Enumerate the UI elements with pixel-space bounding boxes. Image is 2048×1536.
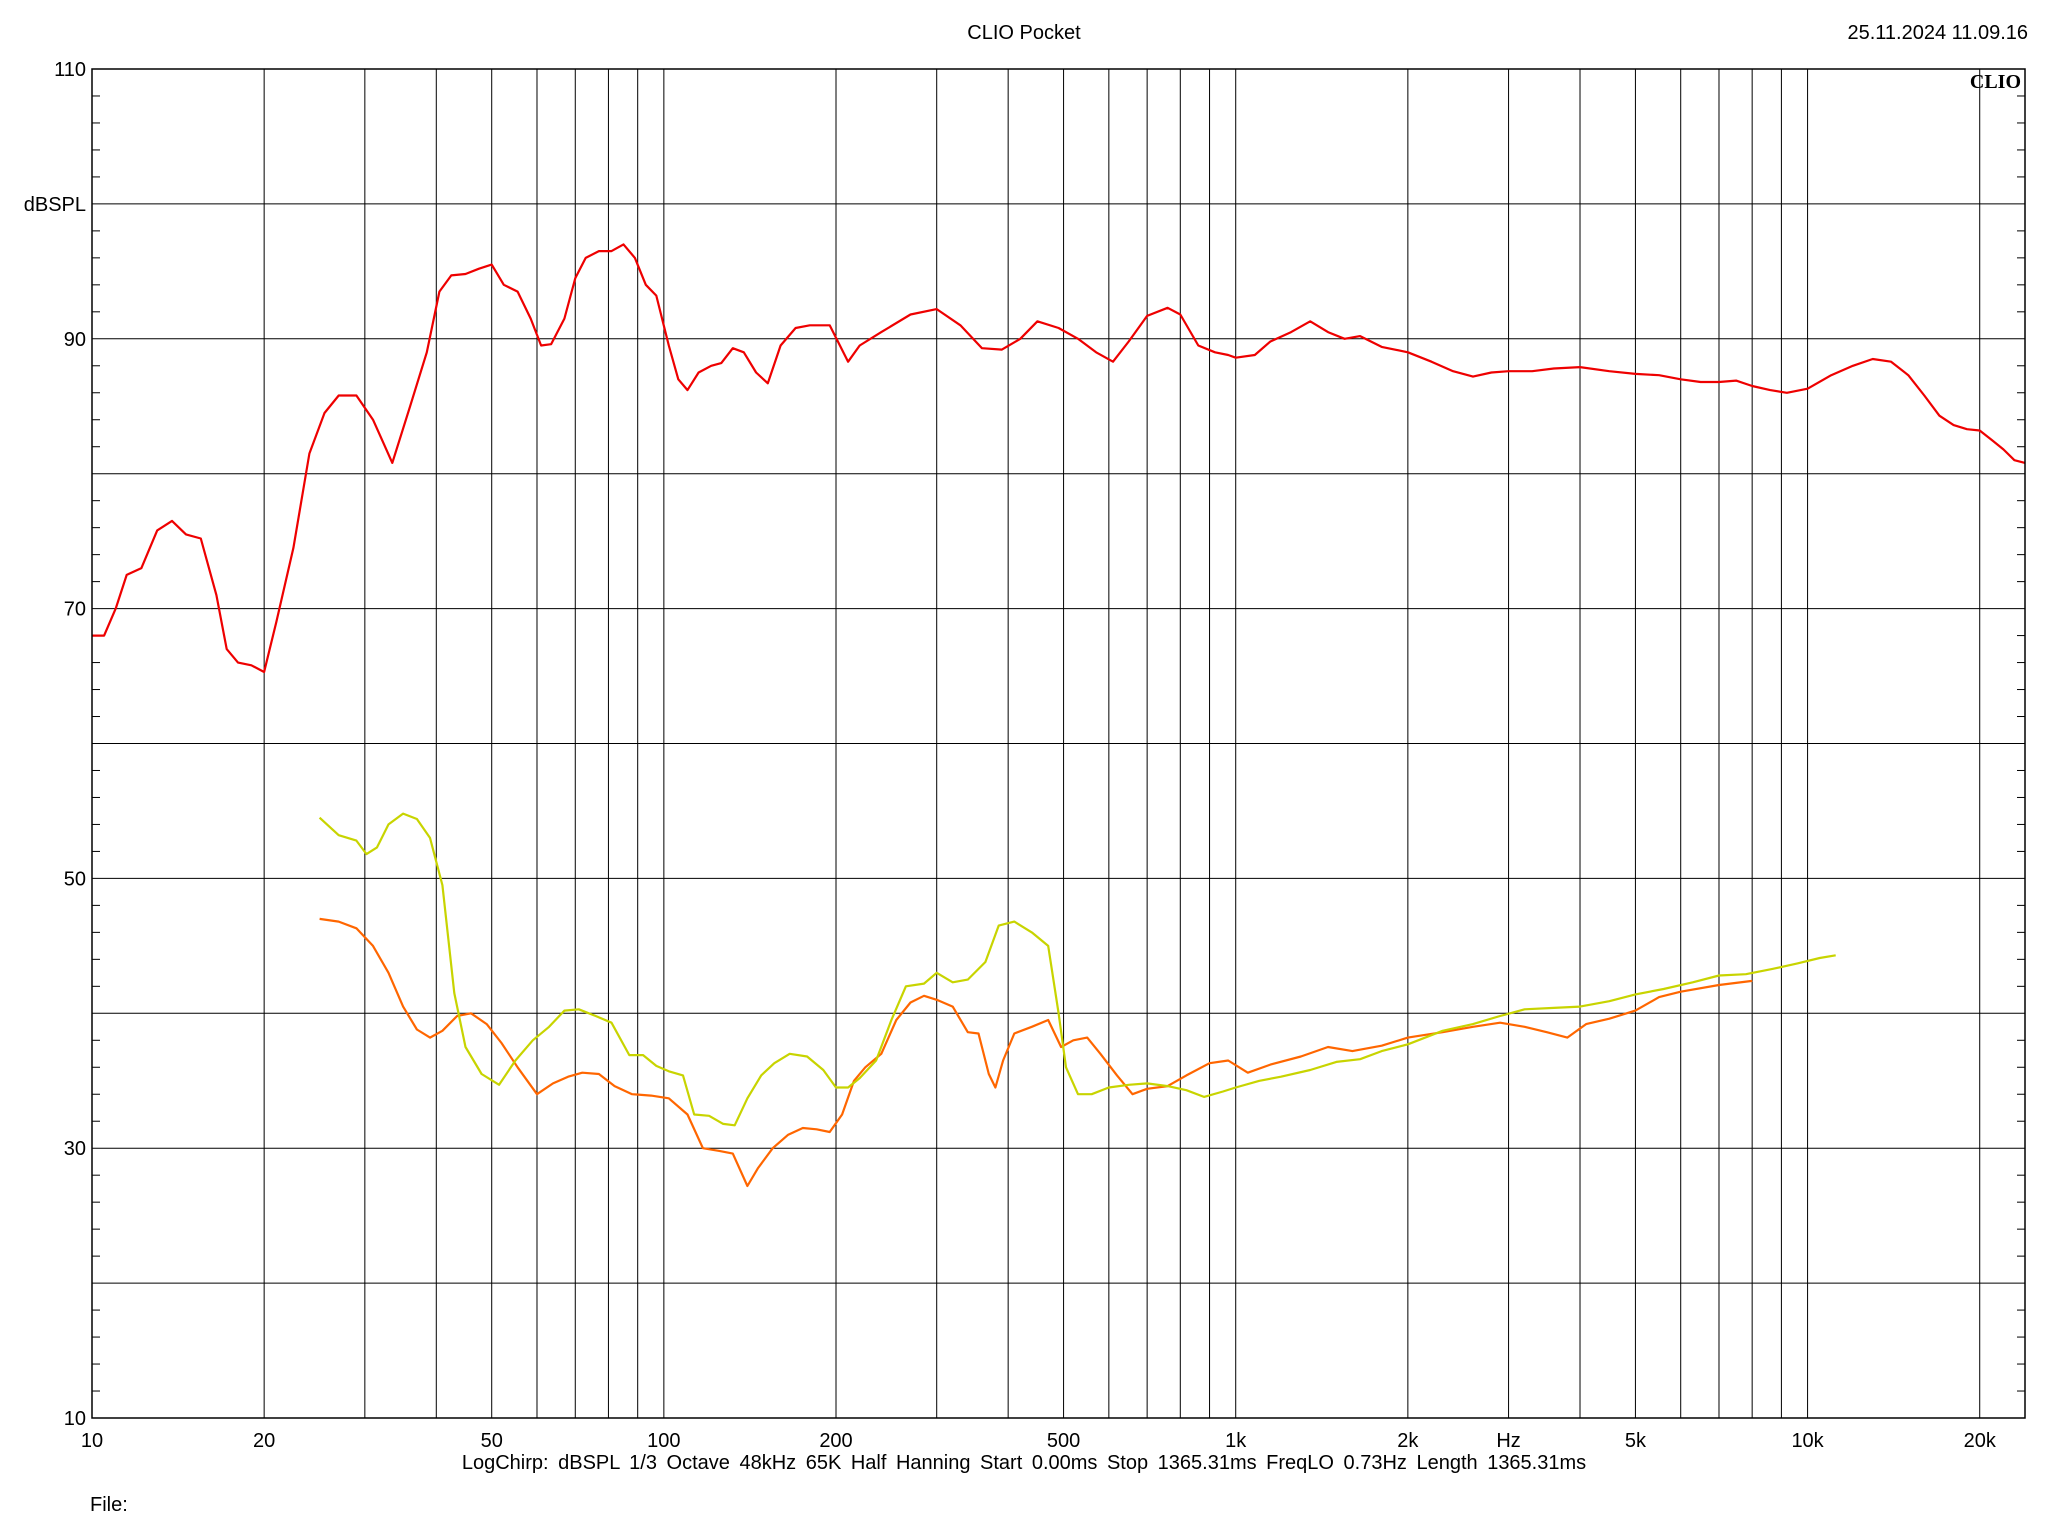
x-tick-label: 100 [647, 1430, 680, 1452]
x-tick-label: 500 [1047, 1430, 1080, 1452]
grid-lines [92, 69, 2025, 1418]
y-axis-label: dBSPL [24, 194, 86, 216]
x-tick-label: 20k [1964, 1430, 1997, 1452]
series-line-1 [92, 243, 2026, 674]
series-line-2 [319, 917, 1753, 1188]
x-tick-labels: 10 20 50 100 200 500 1k 2k 5k 10k 20k [81, 1430, 1997, 1452]
x-tick-label: 5k [1625, 1430, 1647, 1452]
x-tick-label: 200 [819, 1430, 852, 1452]
measurement-settings: LogChirp: dBSPL 1/3 Octave 48kHz 65K Hal… [461, 1452, 1587, 1474]
chart-title: CLIO Pocket [967, 22, 1081, 44]
y-tick-labels: 110 90 70 50 30 10 [54, 59, 86, 1430]
x-tick-label: 10 [81, 1430, 103, 1452]
y-tick-label: 10 [64, 1408, 86, 1430]
minor-y-ticks [92, 95, 2025, 1392]
series-line-3 [318, 812, 1836, 1127]
y-tick-label: 50 [64, 868, 86, 890]
y-tick-label: 110 [54, 59, 86, 81]
file-label: File: [90, 1494, 128, 1516]
plot-frame [91, 68, 2026, 1419]
curves [92, 243, 2026, 1188]
y-tick-label: 30 [64, 1138, 86, 1160]
x-tick-label: 20 [253, 1430, 275, 1452]
x-tick-label: 2k [1397, 1430, 1419, 1452]
x-tick-label: 10k [1791, 1430, 1824, 1452]
x-tick-label: 50 [481, 1430, 503, 1452]
timestamp: 25.11.2024 11.09.16 [1847, 22, 2028, 44]
x-axis-label: Hz [1496, 1430, 1520, 1452]
y-tick-label: 90 [64, 329, 86, 351]
y-tick-label: 70 [64, 599, 86, 621]
clio-brand-mark: CLIO [1970, 71, 2021, 93]
x-tick-label: 1k [1225, 1430, 1247, 1452]
